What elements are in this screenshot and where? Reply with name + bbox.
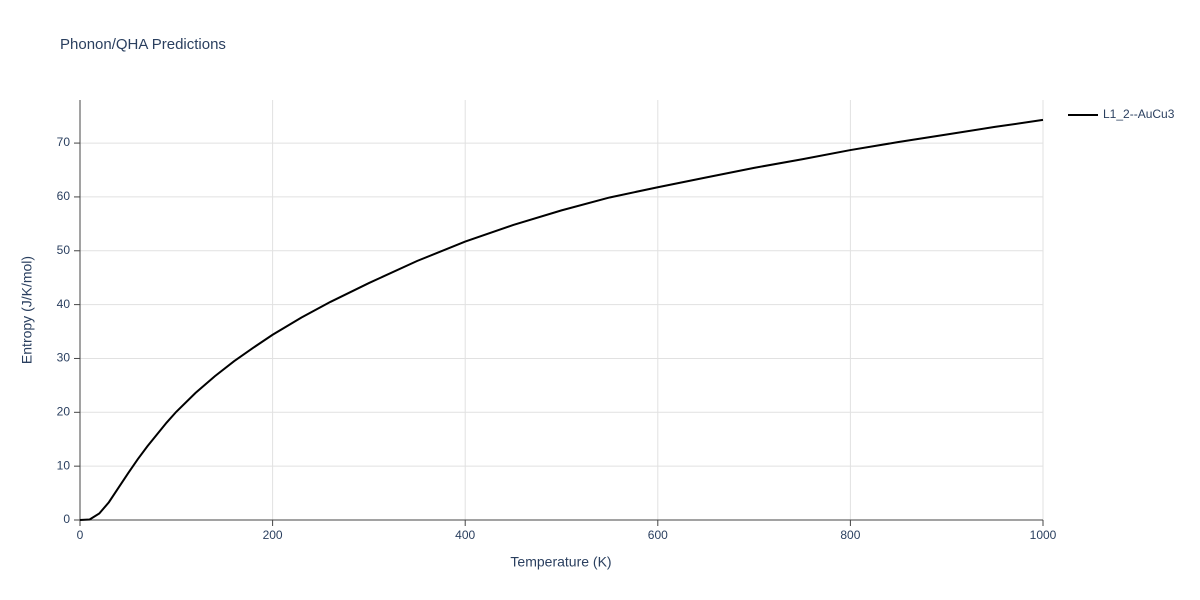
- x-tick-label: 0: [77, 528, 84, 542]
- chart-title: Phonon/QHA Predictions: [60, 36, 226, 53]
- y-axis-title: Entropy (J/K/mol): [19, 256, 35, 364]
- y-tick-label: 10: [57, 458, 71, 472]
- y-tick-label: 40: [57, 297, 71, 311]
- x-axis-title: Temperature (K): [510, 554, 611, 570]
- x-tick-label: 200: [263, 528, 283, 542]
- y-tick-label: 30: [57, 351, 71, 365]
- y-tick-label: 20: [57, 404, 71, 418]
- y-tick-label: 50: [57, 243, 71, 257]
- line: [79, 118, 1044, 521]
- y-tick-label: 0: [63, 512, 70, 526]
- x-tick-label: 600: [648, 528, 668, 542]
- x-tick-label: 800: [840, 528, 860, 542]
- legend-label: L1_2--AuCu3: [1103, 107, 1175, 121]
- y-tick-label: 70: [57, 135, 71, 149]
- x-tick-label: 1000: [1030, 528, 1057, 542]
- x-tick-label: 400: [455, 528, 475, 542]
- y-tick-label: 60: [57, 189, 71, 203]
